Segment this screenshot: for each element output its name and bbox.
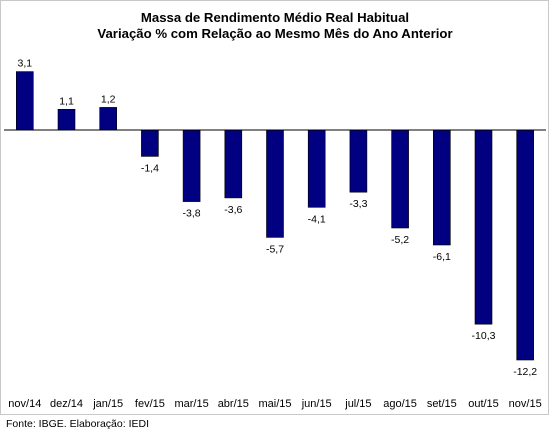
data-label-jun/15: -4,1 bbox=[308, 213, 326, 225]
x-tick-label-nov/15: nov/15 bbox=[509, 398, 542, 410]
data-label-fev/15: -1,4 bbox=[141, 162, 159, 174]
x-tick-label-dez/14: dez/14 bbox=[50, 398, 83, 410]
x-tick-label-mai/15: mai/15 bbox=[258, 398, 291, 410]
bar-set/15 bbox=[432, 129, 451, 246]
bars-layer bbox=[15, 71, 535, 361]
x-tick-label-jun/15: jun/15 bbox=[301, 398, 332, 410]
bar-mai/15 bbox=[266, 129, 284, 238]
x-tick-label-fev/15: fev/15 bbox=[135, 398, 165, 410]
bar-nov/15 bbox=[516, 129, 535, 361]
source-note: Fonte: IBGE. Elaboração: IEDI bbox=[6, 418, 149, 430]
bar-fev/15 bbox=[141, 129, 159, 157]
data-label-set/15: -6,1 bbox=[433, 251, 451, 263]
x-tick-labels-layer: nov/14 dez/14 jan/15 fev/15 mar/15 abr/15 mai/… bbox=[8, 398, 541, 410]
x-tick-label-mar/15: mar/15 bbox=[174, 398, 208, 410]
bar-jan/15 bbox=[99, 107, 117, 131]
data-label-jan/15: 1,2 bbox=[101, 93, 116, 105]
x-tick-label-jan/15: jan/15 bbox=[92, 398, 123, 410]
data-label-out/15: -10,3 bbox=[472, 330, 496, 342]
bar-dez/14 bbox=[57, 109, 76, 131]
bar-out/15 bbox=[474, 129, 493, 325]
data-label-jul/15: -3,3 bbox=[349, 198, 367, 210]
chart-subtitle: Variação % com Relação ao Mesmo Mês do A… bbox=[97, 26, 453, 41]
data-labels-layer: 3,1 1,1 1,2 -1,4 -3,8 -3,6 -5,7 -4,1 -3,3 -5,2 -6,… bbox=[17, 58, 537, 378]
bar-jun/15 bbox=[307, 129, 326, 208]
x-tick-label-out/15: out/15 bbox=[468, 398, 499, 410]
bar-mar/15 bbox=[182, 129, 201, 202]
x-tick-label-nov/14: nov/14 bbox=[8, 398, 41, 410]
bar-jul/15 bbox=[349, 129, 368, 193]
bar-nov/14 bbox=[15, 71, 34, 131]
bar-abr/15 bbox=[224, 129, 243, 199]
data-label-dez/14: 1,1 bbox=[59, 95, 74, 107]
data-label-mai/15: -5,7 bbox=[266, 243, 284, 255]
x-tick-label-jul/15: jul/15 bbox=[344, 398, 371, 410]
x-tick-label-ago/15: ago/15 bbox=[383, 398, 417, 410]
data-label-abr/15: -3,6 bbox=[224, 204, 242, 216]
chart-title-block: Massa de Rendimento Médio Real Habitual … bbox=[0, 10, 550, 42]
bar-ago/15 bbox=[391, 129, 409, 229]
data-label-nov/14: 3,1 bbox=[17, 58, 32, 70]
x-tick-label-set/15: set/15 bbox=[427, 398, 457, 410]
chart-title: Massa de Rendimento Médio Real Habitual bbox=[140, 10, 410, 25]
bar-chart: 3,1 1,1 1,2 -1,4 -3,8 -3,6 -5,7 -4,1 -3,3 -5,2 -6,… bbox=[4, 58, 546, 410]
data-label-nov/15: -12,2 bbox=[513, 366, 537, 378]
x-tick-label-abr/15: abr/15 bbox=[218, 398, 249, 410]
data-label-ago/15: -5,2 bbox=[391, 234, 409, 246]
data-label-mar/15: -3,8 bbox=[183, 208, 201, 220]
